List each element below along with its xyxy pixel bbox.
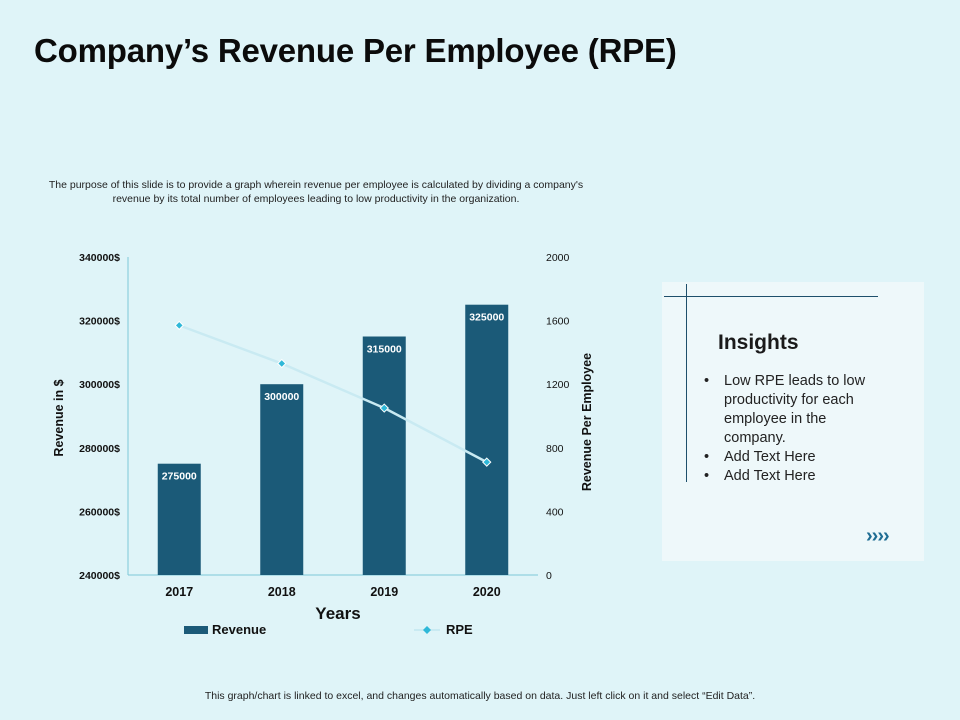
revenue-bar — [157, 463, 201, 575]
insights-item: Add Text Here — [700, 448, 890, 467]
page-title: Company’s Revenue Per Employee (RPE) — [34, 32, 677, 69]
revenue-bar — [260, 384, 304, 575]
footer-note: This graph/chart is linked to excel, and… — [204, 690, 756, 702]
y2-tick-label: 0 — [546, 570, 552, 582]
rpe-marker — [482, 457, 492, 467]
y-tick-label: 320000$ — [79, 316, 120, 328]
y2-tick-label: 400 — [546, 506, 564, 518]
revenue-data-label: 300000 — [264, 391, 299, 403]
y-axis-title: Revenue in $ — [52, 379, 66, 456]
revenue-data-label: 325000 — [469, 312, 504, 324]
revenue-bar — [362, 336, 406, 575]
legend-swatch-rpe-marker — [423, 626, 431, 634]
y-tick-label: 240000$ — [79, 570, 120, 582]
rpe-marker — [277, 358, 287, 369]
y2-tick-label: 2000 — [546, 252, 570, 264]
legend-label-revenue: Revenue — [212, 622, 266, 637]
y-tick-label: 340000$ — [79, 252, 120, 264]
rpe-marker — [174, 320, 184, 331]
y-tick-label: 300000$ — [79, 379, 120, 391]
revenue-data-label: 315000 — [367, 344, 402, 356]
insights-list: Low RPE leads to low productivity for ea… — [700, 372, 890, 486]
y-tick-label: 260000$ — [79, 506, 120, 518]
insights-vertical-rule — [686, 284, 687, 482]
y2-tick-label: 800 — [546, 443, 564, 455]
x-tick-label: 2019 — [370, 585, 398, 599]
x-tick-label: 2018 — [268, 585, 296, 599]
y2-axis-title: Revenue Per Employee — [580, 353, 594, 491]
legend-swatch-revenue — [184, 626, 208, 634]
x-tick-label: 2017 — [165, 585, 193, 599]
revenue-data-label: 275000 — [162, 471, 197, 483]
y-tick-label: 280000$ — [79, 443, 120, 455]
insights-horizontal-rule — [664, 296, 878, 297]
insights-title: Insights — [718, 331, 799, 354]
x-tick-label: 2020 — [473, 585, 501, 599]
insights-item: Low RPE leads to low productivity for ea… — [700, 372, 890, 448]
revenue-bar — [465, 304, 509, 575]
rpe-line — [178, 324, 488, 464]
x-axis-title: Years — [315, 604, 360, 623]
y2-tick-label: 1200 — [546, 379, 570, 391]
y2-tick-label: 1600 — [546, 316, 570, 328]
rpe-marker — [379, 403, 389, 413]
chevron-right-icon: ›››› — [866, 525, 890, 547]
insights-item: Add Text Here — [700, 467, 890, 486]
legend-label-rpe: RPE — [446, 622, 473, 637]
purpose-text: The purpose of this slide is to provide … — [48, 179, 584, 205]
